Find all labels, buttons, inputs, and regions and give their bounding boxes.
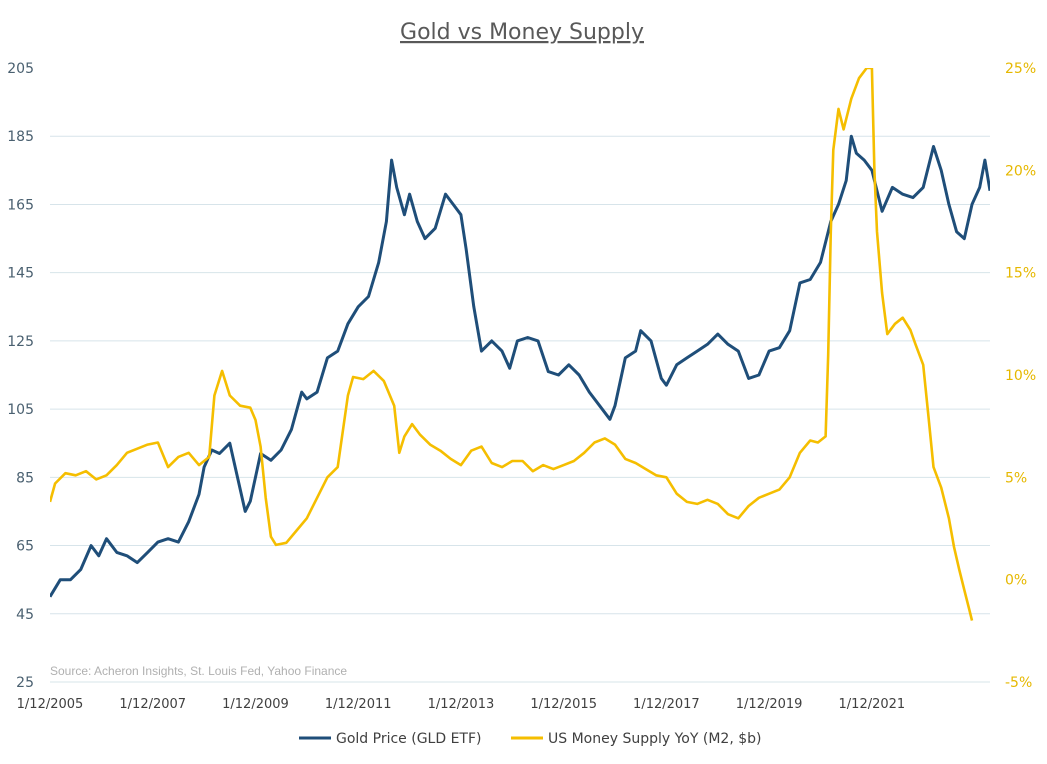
left-tick-label: 105 (7, 402, 34, 418)
right-tick-label: 20% (1005, 163, 1036, 179)
series-layer (50, 68, 990, 621)
chart-title: Gold vs Money Supply (400, 20, 644, 45)
left-tick-label: 85 (16, 470, 34, 486)
left-tick-label: 125 (7, 334, 34, 350)
right-tick-label: -5% (1005, 675, 1032, 691)
source-note: Source: Acheron Insights, St. Louis Fed,… (50, 664, 347, 678)
x-tick-label: 1/12/2019 (736, 697, 803, 712)
legend: Gold Price (GLD ETF) US Money Supply YoY… (299, 731, 761, 747)
series-line-money-supply (50, 68, 974, 621)
right-tick-label: 0% (1005, 573, 1027, 589)
x-tick-label: 1/12/2005 (17, 697, 84, 712)
x-tick-label: 1/12/2015 (530, 697, 597, 712)
x-tick-label: 1/12/2013 (428, 697, 495, 712)
right-axis-ticks: 25% 20% 15% 10% 5% 0% -5% (1005, 61, 1036, 691)
x-tick-label: 1/12/2009 (222, 697, 289, 712)
x-tick-label: 1/12/2021 (839, 697, 906, 712)
x-tick-label: 1/12/2017 (633, 697, 700, 712)
left-tick-label: 45 (16, 607, 34, 623)
x-axis-ticks: 1/12/2005 1/12/2007 1/12/2009 1/12/2011 1/12… (17, 697, 906, 712)
legend-label-money-supply: US Money Supply YoY (M2, $b) (548, 731, 761, 747)
left-tick-label: 205 (7, 61, 34, 77)
x-tick-label: 1/12/2007 (119, 697, 186, 712)
gridlines (50, 135, 990, 683)
legend-label-gold: Gold Price (GLD ETF) (336, 731, 482, 747)
left-tick-label: 145 (7, 266, 34, 282)
series-line-gold (50, 134, 990, 598)
left-axis-ticks: 205 185 165 145 125 105 85 65 45 25 (7, 61, 34, 691)
right-tick-label: 5% (1005, 470, 1027, 486)
right-tick-label: 15% (1005, 266, 1036, 282)
left-tick-label: 165 (7, 197, 34, 213)
right-tick-label: 25% (1005, 61, 1036, 77)
right-tick-label: 10% (1005, 368, 1036, 384)
left-tick-label: 25 (16, 675, 34, 691)
x-tick-label: 1/12/2011 (325, 697, 392, 712)
left-tick-label: 65 (16, 539, 34, 555)
left-tick-label: 185 (7, 129, 34, 145)
